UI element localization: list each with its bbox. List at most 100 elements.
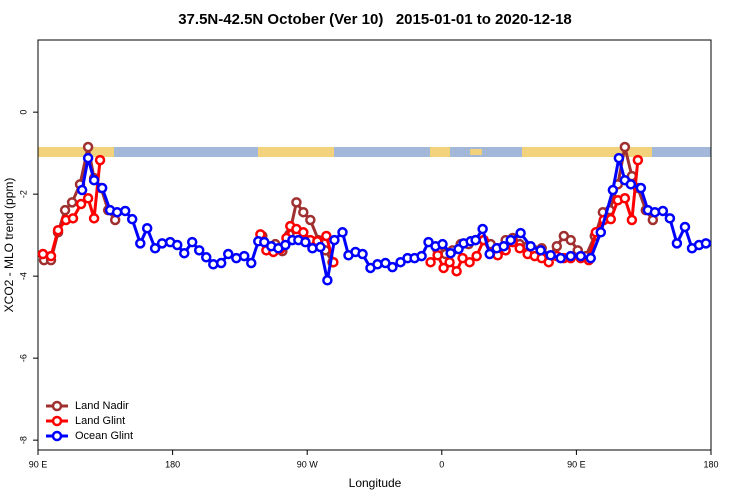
x-tick-label: 90 E [567, 459, 586, 469]
y-tick-label: -4 [18, 272, 28, 280]
y-tick-label: -8 [18, 436, 28, 444]
data-point [37, 248, 49, 260]
data-point [215, 257, 227, 269]
data-point [75, 198, 87, 210]
data-point [619, 141, 631, 153]
legend-label: Land Nadir [75, 400, 129, 412]
map-strip [38, 147, 711, 157]
data-point [222, 248, 234, 260]
land-band [430, 147, 450, 157]
data-point [280, 239, 291, 251]
data-point [357, 248, 368, 260]
data-point [238, 250, 250, 262]
data-point [45, 250, 57, 262]
data-point [575, 250, 586, 262]
data-point [208, 259, 219, 270]
data-point [52, 224, 64, 236]
legend: Land Nadir Land Glint Ocean Glint [46, 400, 133, 442]
data-point [149, 243, 161, 254]
data-point [605, 213, 617, 225]
data-point [565, 234, 576, 246]
y-tick-label: 0 [18, 110, 28, 115]
data-point [298, 206, 309, 218]
data-point [329, 234, 340, 246]
data-point [626, 214, 638, 226]
data-point [337, 227, 348, 238]
data-point [179, 247, 190, 259]
legend-marker [51, 400, 63, 412]
chart-title: 37.5N-42.5N October (Ver 10) 2015-01-01 … [178, 11, 572, 28]
x-axis-title: Longitude [349, 476, 402, 490]
data-point [305, 214, 316, 226]
x-tick-label: 180 [165, 459, 180, 469]
data-point [607, 184, 619, 196]
data-point [387, 261, 398, 273]
legend-marker [51, 430, 63, 442]
data-point [88, 213, 100, 224]
data-point [444, 256, 455, 268]
data-point [613, 152, 625, 164]
data-point [171, 239, 183, 251]
data-point [445, 247, 456, 259]
data-point [96, 182, 108, 194]
data-point [119, 205, 131, 217]
y-tick-label: -2 [18, 190, 28, 198]
data-point [82, 193, 94, 204]
data-point [321, 230, 332, 242]
data-point [484, 248, 495, 260]
x-tick-label: 0 [439, 459, 444, 469]
land-band [38, 147, 114, 157]
data-point [372, 259, 383, 270]
data-point [625, 179, 637, 190]
data-point [126, 213, 138, 225]
data-point [470, 234, 481, 246]
legend-label: Ocean Glint [75, 430, 133, 442]
data-point [632, 154, 644, 166]
y-axis-title: XCO2 - MLO trend (ppm) [2, 178, 16, 313]
data-point [201, 252, 212, 263]
data-point [515, 227, 526, 239]
data-point [657, 205, 669, 217]
data-point [141, 222, 153, 234]
data-point [700, 238, 712, 249]
data-point [555, 252, 566, 264]
data-point [471, 250, 482, 262]
data-point [595, 227, 607, 238]
data-point [135, 238, 146, 249]
legend-marker [51, 415, 63, 427]
ocean-band [38, 147, 711, 157]
plot-area [37, 141, 712, 286]
plot-frame [37, 39, 712, 451]
data-point [679, 221, 691, 233]
land-band [258, 147, 334, 157]
data-point [585, 252, 597, 264]
data-point [525, 240, 536, 252]
data-point [76, 184, 88, 196]
legend-label: Land Glint [75, 415, 125, 427]
data-point [111, 206, 123, 218]
data-point [82, 141, 94, 153]
y-tick-label: -6 [18, 354, 28, 362]
land-band [522, 147, 652, 157]
data-point [94, 154, 106, 166]
x-tick-label: 90 W [297, 459, 319, 469]
data-point [425, 256, 436, 268]
data-point [59, 204, 71, 216]
data-point [535, 245, 546, 256]
x-tick-label: 180 [703, 459, 718, 469]
data-point [477, 223, 488, 235]
data-point [619, 193, 631, 204]
data-point [193, 245, 205, 256]
data-point [298, 227, 309, 238]
data-point [186, 236, 198, 248]
data-point [671, 238, 683, 249]
data-point [505, 234, 516, 246]
data-point [291, 197, 302, 208]
data-point [66, 197, 78, 208]
data-point [67, 213, 79, 224]
data-point [416, 250, 427, 262]
data-point [246, 257, 257, 269]
data-point [649, 206, 661, 218]
land-band [470, 149, 482, 155]
